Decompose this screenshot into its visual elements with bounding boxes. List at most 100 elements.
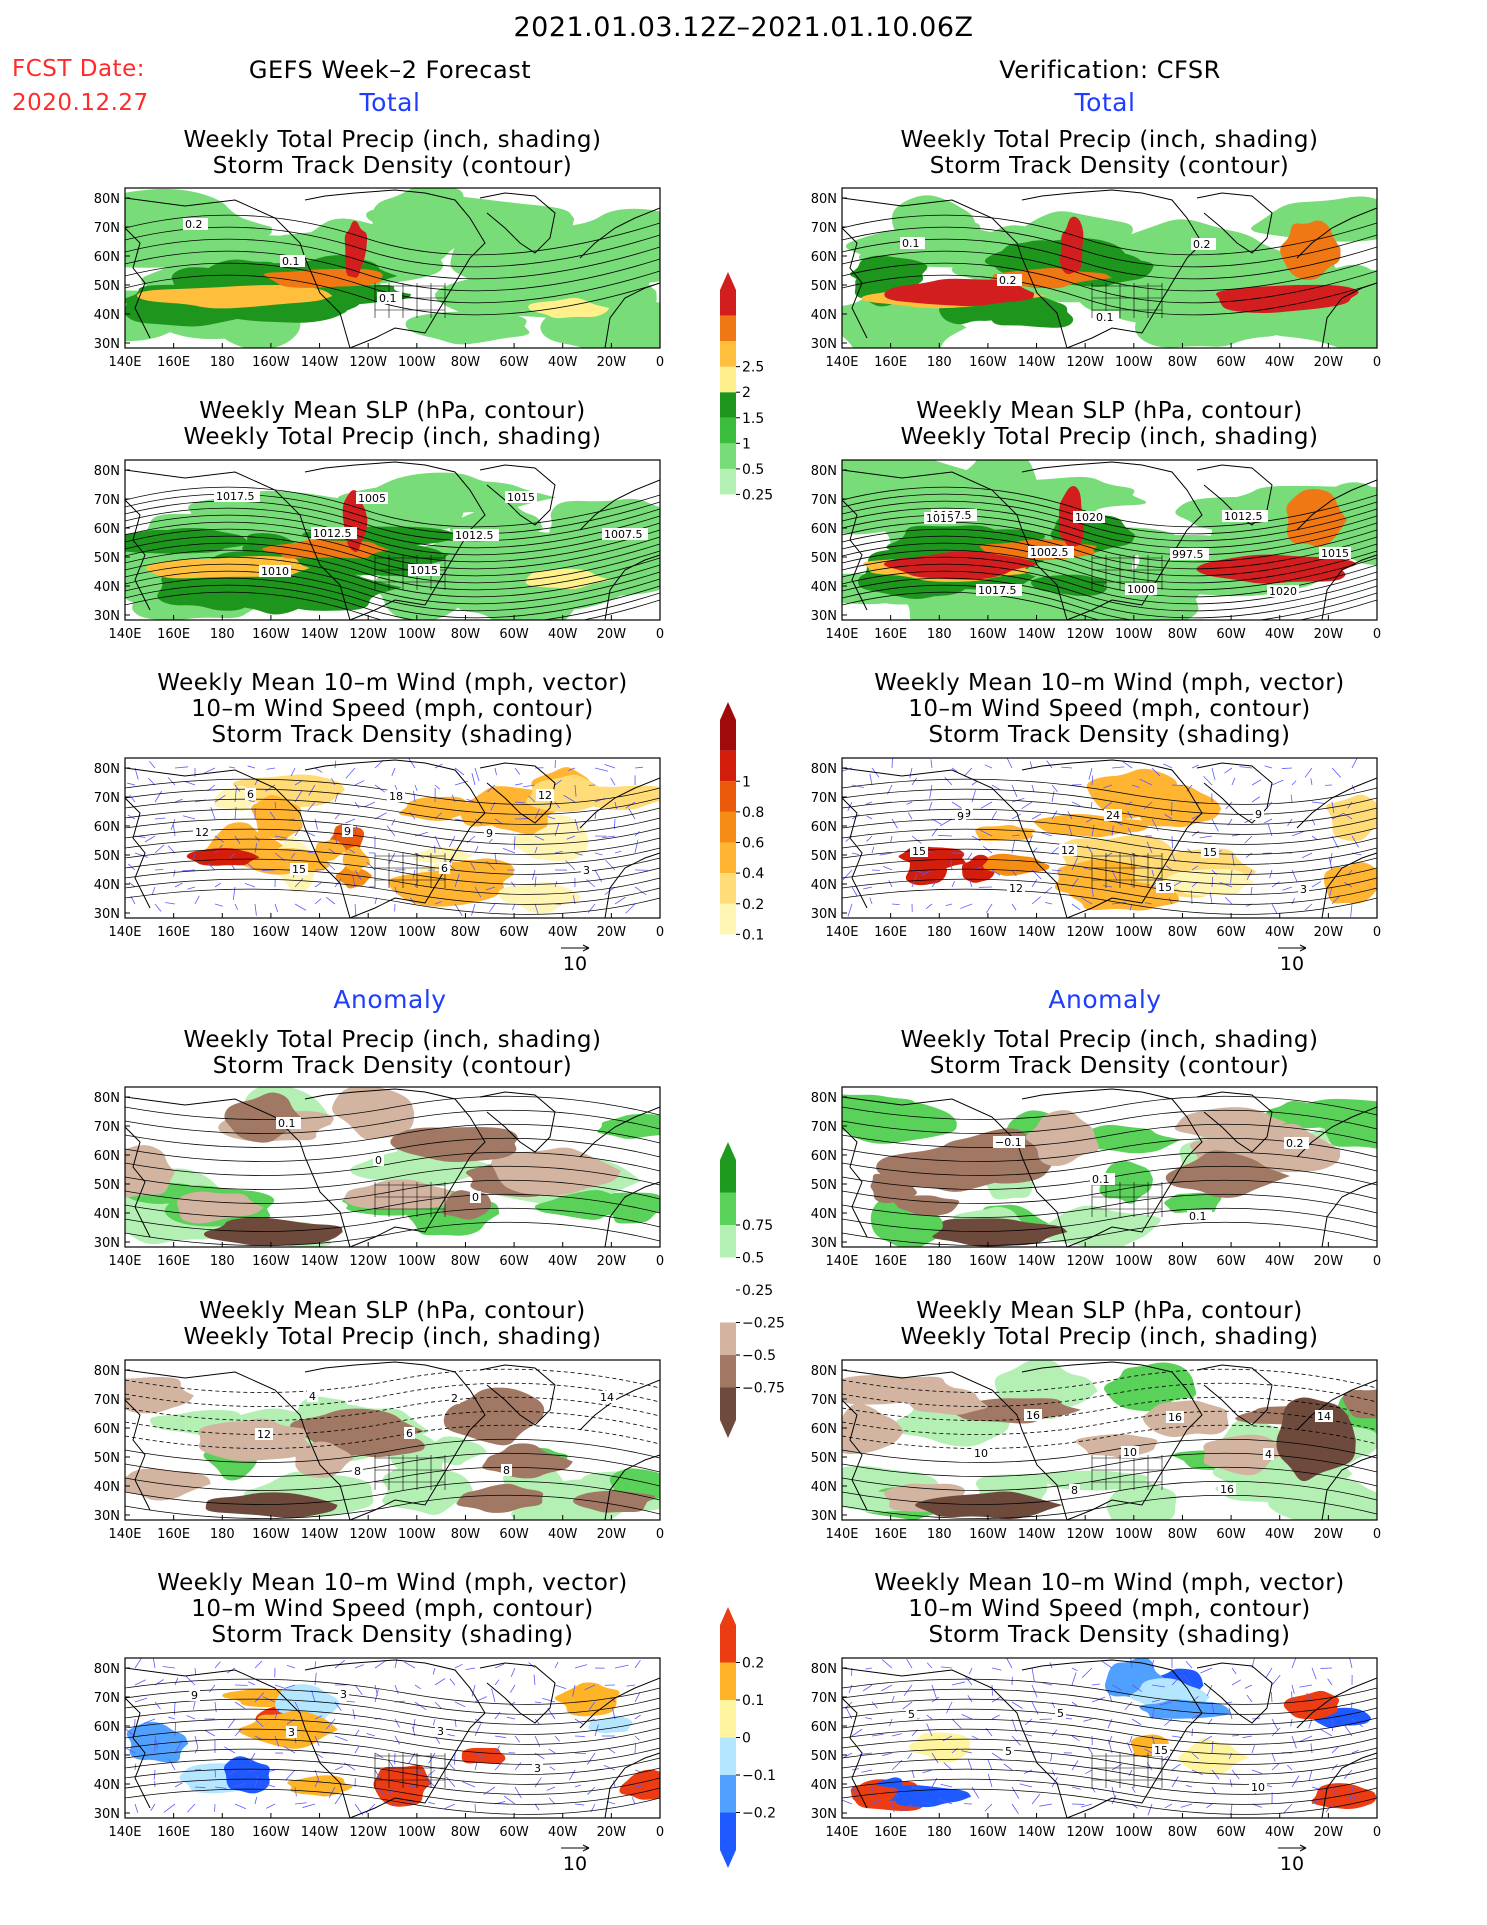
panel-title-line: Weekly Total Precip (inch, shading) [184, 1027, 602, 1053]
contour-label: 1015 [410, 564, 438, 577]
lat-tick-label: 50N [811, 1178, 837, 1193]
contour-label: 9 [1255, 808, 1262, 821]
contour-label: 12 [538, 789, 552, 802]
vector-reference-label: 10 [563, 1853, 587, 1875]
lon-tick-label: 100W [1115, 1825, 1153, 1840]
lat-tick-label: 60N [811, 522, 837, 537]
contour-label: 9 [486, 827, 493, 840]
lat-tick-label: 30N [94, 337, 120, 352]
panel-title-line: Storm Track Density (contour) [213, 153, 573, 179]
map-panel-r5-c0: Weekly Mean 10–m Wind (mph, vector)10–m … [94, 1570, 664, 1875]
lon-tick-label: 140E [108, 1825, 141, 1840]
lon-tick-label: 60W [499, 925, 529, 940]
contour-label: 4 [1265, 1448, 1272, 1461]
lat-tick-label: 60N [94, 522, 120, 537]
map-panel-r1-c0: Weekly Mean SLP (hPa, contour)Weekly Tot… [94, 398, 664, 642]
contour-label: 8 [1071, 1484, 1078, 1497]
period-title: 2021.01.03.12Z–2021.01.10.06Z [513, 12, 974, 43]
contour-label: 6 [441, 862, 448, 875]
lon-tick-label: 80W [1168, 1527, 1198, 1542]
lon-tick-label: 40W [1265, 1825, 1295, 1840]
lon-tick-label: 180 [210, 1527, 235, 1542]
lon-tick-label: 140W [1018, 1527, 1056, 1542]
lon-tick-label: 140W [301, 355, 339, 370]
panel-title-line: Weekly Mean SLP (hPa, contour) [199, 398, 585, 424]
section-anomaly-left: Anomaly [333, 985, 447, 1014]
lon-tick-label: 0 [1373, 355, 1381, 370]
lon-tick-label: 80W [1168, 925, 1198, 940]
lon-tick-label: 40W [1265, 925, 1295, 940]
contour-label: 12 [257, 1428, 271, 1441]
lon-tick-label: 20W [597, 1825, 627, 1840]
lon-tick-label: 120W [1066, 1254, 1104, 1269]
lon-tick-label: 0 [656, 1527, 664, 1542]
lon-tick-label: 140E [108, 925, 141, 940]
lon-tick-label: 60W [1216, 1254, 1246, 1269]
lon-tick-label: 60W [1216, 355, 1246, 370]
lon-tick-label: 20W [597, 1527, 627, 1542]
lon-tick-label: 160W [252, 355, 290, 370]
lat-tick-label: 50N [94, 1749, 120, 1764]
panel-title-line: Storm Track Density (contour) [213, 1053, 573, 1079]
lat-tick-label: 70N [811, 493, 837, 508]
lat-tick-label: 60N [811, 250, 837, 265]
lat-tick-label: 30N [811, 1236, 837, 1251]
lon-tick-label: 140W [301, 1825, 339, 1840]
lat-tick-label: 50N [811, 279, 837, 294]
panel-title-line: 10–m Wind Speed (mph, contour) [908, 696, 1311, 722]
lon-tick-label: 0 [656, 1825, 664, 1840]
left-column-title: GEFS Week–2 Forecast [248, 56, 532, 84]
contour-label: 1010 [261, 565, 289, 578]
contour-label: 997.5 [1172, 548, 1204, 561]
map-panel-r0-c0: Weekly Total Precip (inch, shading)Storm… [94, 127, 664, 370]
lon-tick-label: 100W [1115, 355, 1153, 370]
contour-label: 0.1 [379, 292, 397, 305]
contour-label: 0.1 [1096, 311, 1114, 324]
lat-tick-label: 60N [811, 1720, 837, 1735]
contour-label: 0 [472, 1191, 479, 1204]
lon-tick-label: 60W [499, 627, 529, 642]
contour-label: 5 [1005, 1745, 1012, 1758]
lat-tick-label: 80N [94, 192, 120, 207]
contour-label: 9 [191, 1689, 198, 1702]
lon-tick-label: 80W [1168, 1825, 1198, 1840]
lat-tick-label: 50N [811, 551, 837, 566]
contour-label: 0.1 [1189, 1210, 1207, 1223]
panel-title-line: Weekly Mean SLP (hPa, contour) [916, 398, 1302, 424]
map-panel-r4-c1: Weekly Mean SLP (hPa, contour)Weekly Tot… [811, 1298, 1381, 1542]
lon-tick-label: 160W [969, 925, 1007, 940]
lon-tick-label: 60W [499, 1254, 529, 1269]
lon-tick-label: 140E [825, 1825, 858, 1840]
contour-label: 8 [354, 1465, 361, 1478]
lon-tick-label: 20W [597, 1254, 627, 1269]
lon-tick-label: 140E [108, 627, 141, 642]
contour-label: 0.2 [185, 218, 203, 231]
lon-tick-label: 120W [1066, 627, 1104, 642]
lon-tick-label: 140E [825, 355, 858, 370]
lon-tick-label: 160W [969, 355, 1007, 370]
panel-title-line: Storm Track Density (shading) [212, 722, 574, 748]
contour-label: 9 [957, 810, 964, 823]
lon-tick-label: 40W [548, 1825, 578, 1840]
panel-title-line: Storm Track Density (shading) [929, 1622, 1291, 1648]
lon-tick-label: 40W [548, 1527, 578, 1542]
lat-tick-label: 80N [94, 1662, 120, 1677]
contour-label: 3 [437, 1725, 444, 1738]
lat-tick-label: 30N [94, 609, 120, 624]
lon-tick-label: 20W [1314, 1254, 1344, 1269]
lon-tick-label: 60W [1216, 925, 1246, 940]
lon-tick-label: 100W [1115, 627, 1153, 642]
lon-tick-label: 60W [499, 1825, 529, 1840]
map-panel-r0-c1: Weekly Total Precip (inch, shading)Storm… [811, 127, 1381, 370]
lon-tick-label: 0 [1373, 627, 1381, 642]
panel-title-line: Storm Track Density (contour) [930, 1053, 1290, 1079]
contour-label: 1017.5 [978, 584, 1017, 597]
panel-title-line: Weekly Mean 10–m Wind (mph, vector) [157, 1570, 628, 1596]
lon-tick-label: 120W [1066, 925, 1104, 940]
lon-tick-label: 180 [927, 1254, 952, 1269]
vector-reference-label: 10 [1280, 1853, 1304, 1875]
contour-label: 5 [1057, 1707, 1064, 1720]
lon-tick-label: 140E [108, 1527, 141, 1542]
lon-tick-label: 180 [210, 925, 235, 940]
lon-tick-label: 140W [1018, 1254, 1056, 1269]
